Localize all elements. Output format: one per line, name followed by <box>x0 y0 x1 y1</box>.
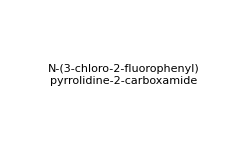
Text: N-(3-chloro-2-fluorophenyl)
pyrrolidine-2-carboxamide: N-(3-chloro-2-fluorophenyl) pyrrolidine-… <box>48 64 200 86</box>
